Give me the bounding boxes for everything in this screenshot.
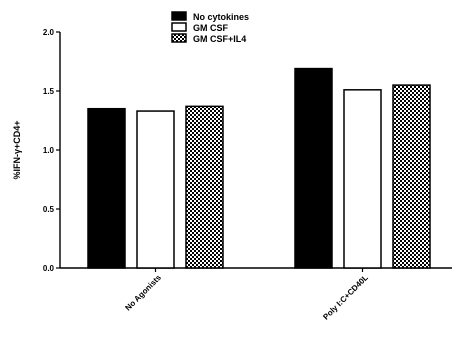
y-tick-label: 0.0 [43, 264, 55, 273]
bar [294, 67, 333, 269]
y-tick-label: 1.0 [43, 146, 55, 155]
legend-label: GM CSF+IL4 [193, 34, 246, 44]
y-tick-label: 2.0 [43, 28, 55, 37]
bar [392, 84, 431, 269]
bars [87, 67, 431, 269]
x-category-label: Poly I:C+CD40L [321, 273, 370, 322]
bar [87, 107, 126, 269]
bar [343, 89, 382, 269]
y-tick-label: 0.5 [43, 205, 55, 214]
y-tick-label: 1.5 [43, 87, 55, 96]
category-labels: No Agonists Poly I:C+CD40L [123, 273, 370, 322]
x-category-label: No Agonists [123, 273, 163, 313]
y-axis-label: %IFN-γ+CD4+ [12, 120, 22, 179]
legend-label: No cytokines [193, 12, 249, 22]
legend-swatch [171, 11, 187, 21]
legend-swatch [171, 22, 187, 32]
bar [136, 110, 175, 269]
legend-label: GM CSF [193, 23, 229, 33]
y-axis: 0.0 0.5 1.0 1.5 2.0 [43, 28, 61, 273]
legend-swatch [171, 33, 187, 43]
bar [185, 105, 224, 269]
